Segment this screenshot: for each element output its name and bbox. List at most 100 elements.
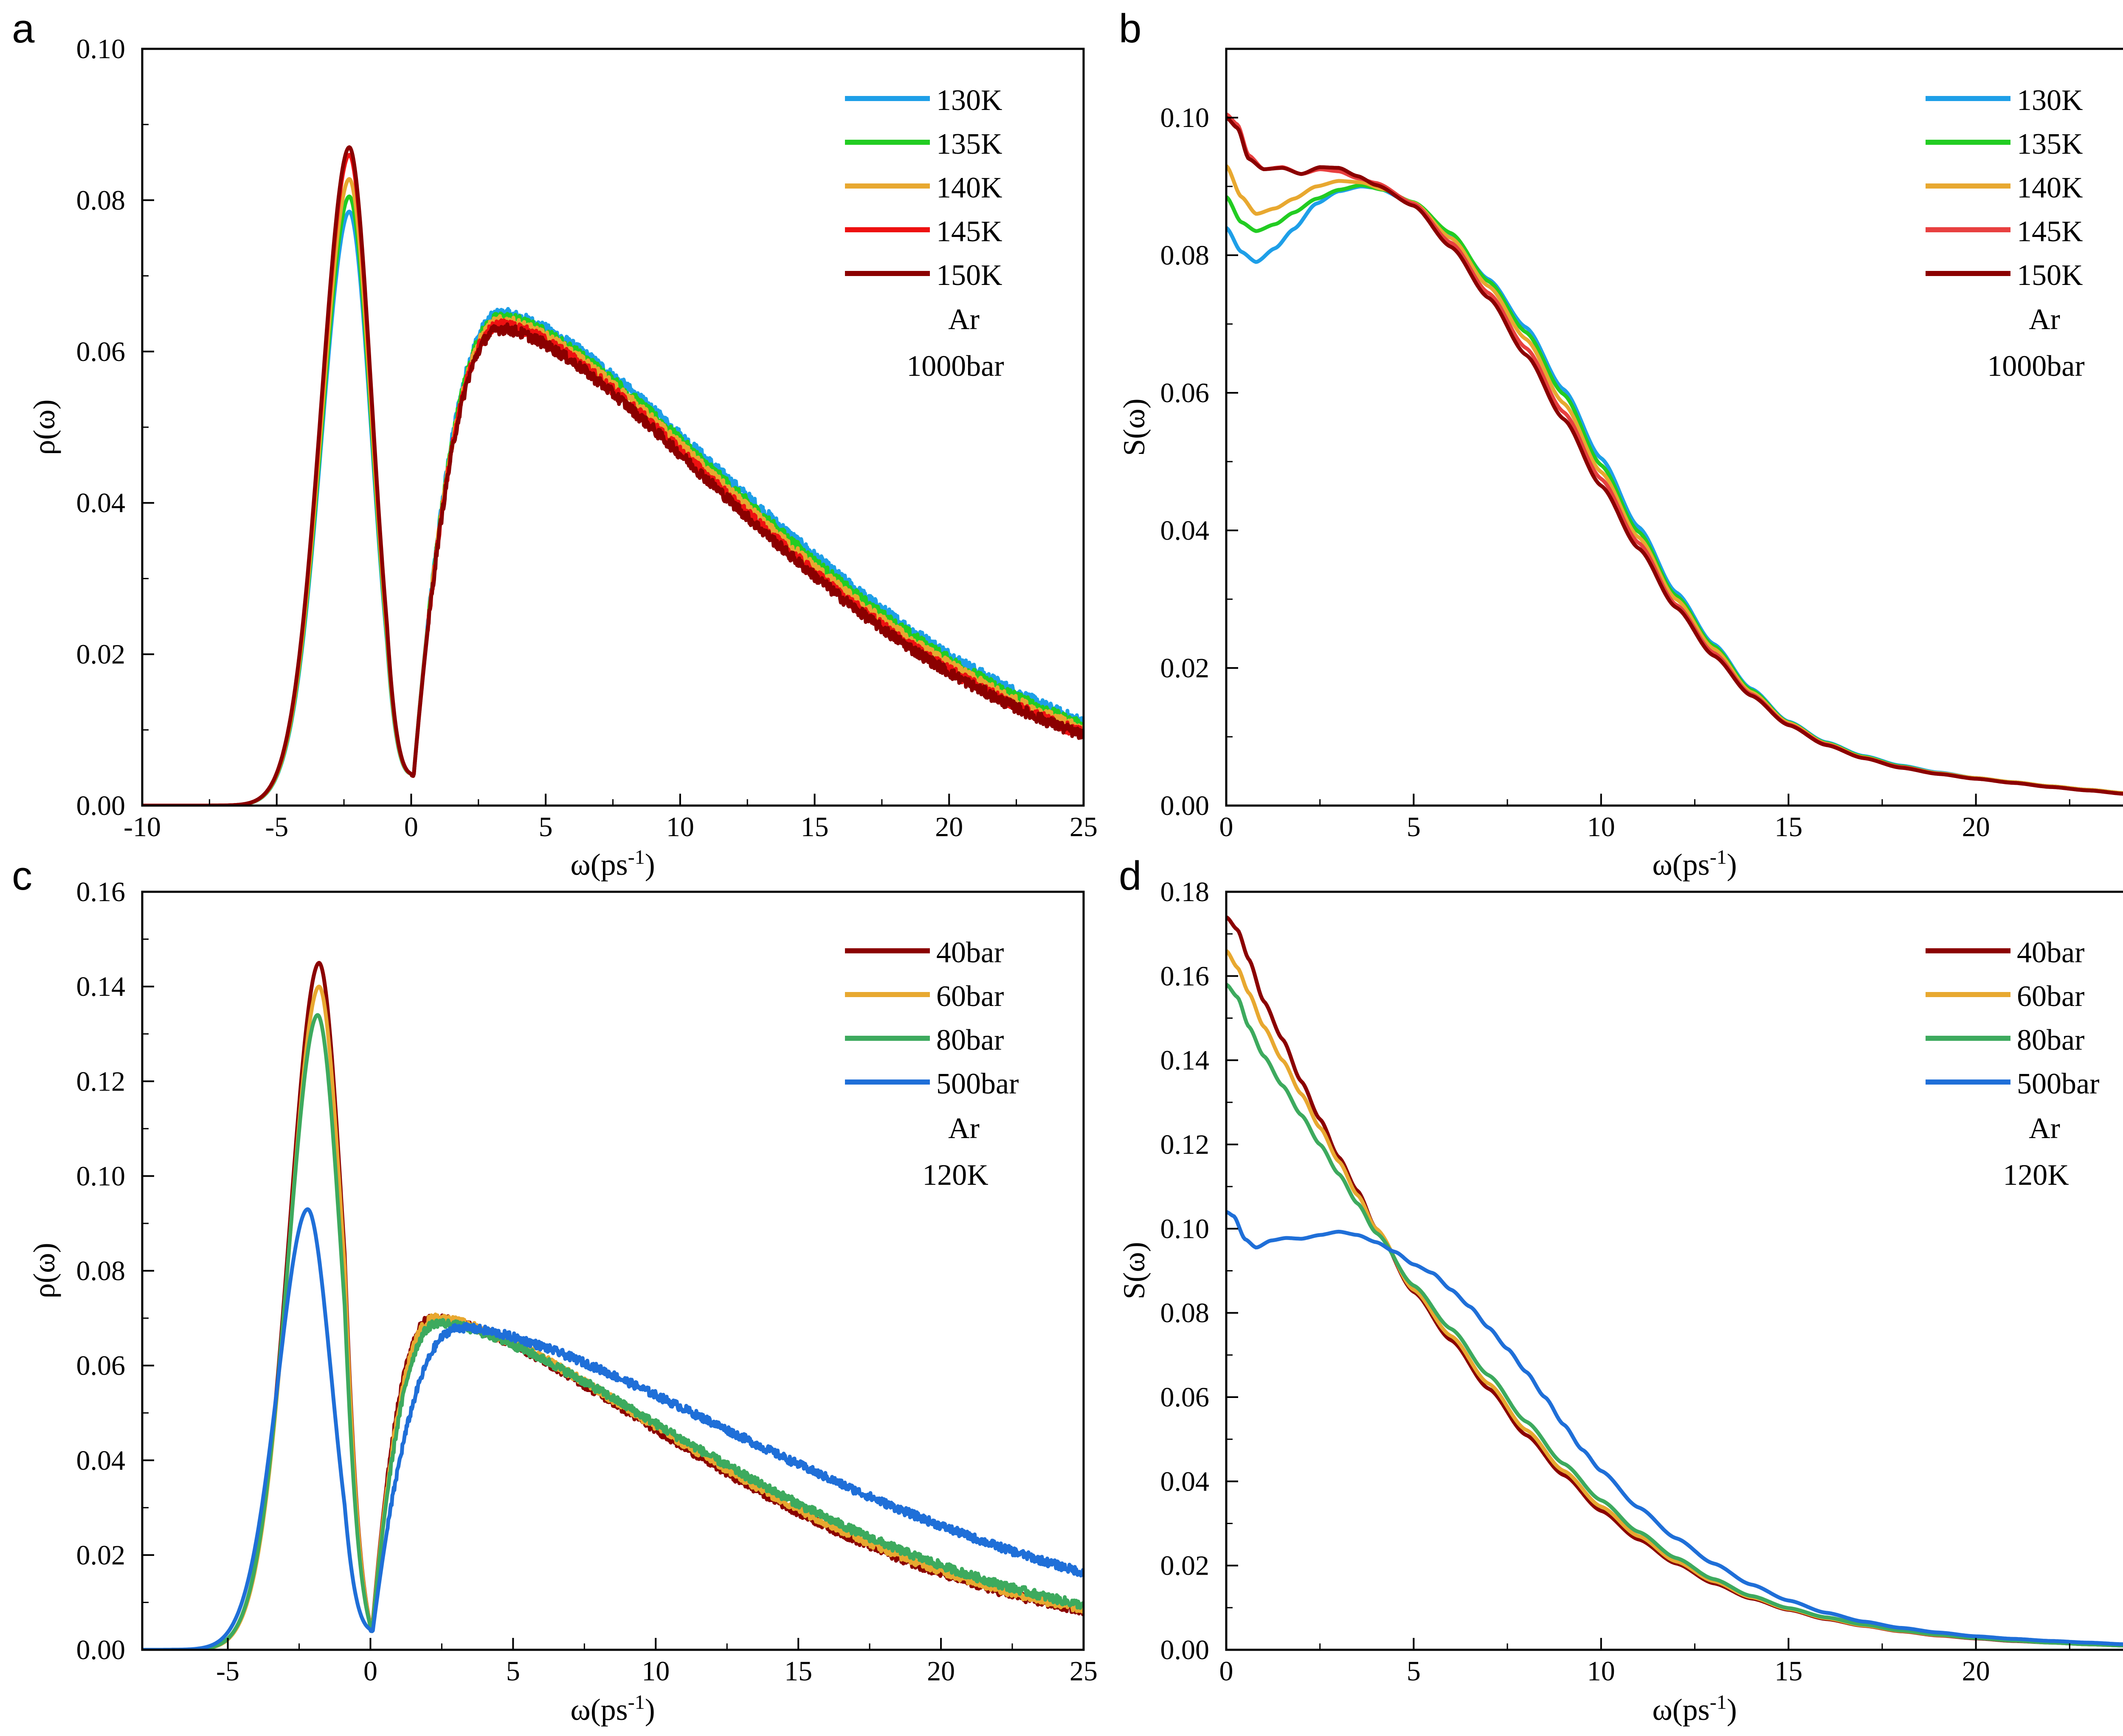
y-tick-label: 0.04: [1160, 515, 1210, 546]
panel-label: c: [12, 853, 32, 899]
y-tick-label: 0.08: [76, 185, 126, 216]
axis-ticks: -10 -5 0 5 10 15 20 25 0.00 0.02 0.04 0.06 0.08 0.10: [76, 34, 1098, 843]
series-line-150K: [1226, 116, 2123, 796]
series-line-80bar: [142, 1013, 1084, 1650]
legend: 130K 135K 140K 145K 150K: [1926, 84, 2083, 292]
x-tick-label: 0: [1219, 1656, 1233, 1687]
series-line-500bar: [1226, 1210, 2123, 1646]
x-tick-label: -5: [265, 812, 288, 843]
legend-label-130K: 130K: [936, 84, 1002, 117]
legend-label-60bar: 60bar: [2017, 980, 2084, 1013]
x-tick-label: 10: [666, 812, 694, 843]
y-axis-title: ρ(ω): [27, 399, 61, 455]
legend-label-80bar: 80bar: [936, 1024, 1004, 1057]
y-tick-label: 0.06: [76, 336, 126, 367]
legend-label-150K: 150K: [2017, 259, 2083, 292]
x-axis-title: ω(ps-1): [570, 846, 655, 882]
legend-label-140K: 140K: [936, 172, 1002, 204]
panel-label: d: [1119, 853, 1141, 899]
x-tick-label: 20: [1962, 1656, 1990, 1687]
series-line-500bar: [142, 1207, 1084, 1650]
y-tick-label: 0.00: [1160, 1635, 1210, 1666]
series-curves: [1226, 915, 2123, 1648]
y-tick-label: 0.14: [76, 971, 126, 1002]
y-tick-label: 0.10: [1160, 1213, 1210, 1244]
x-tick-label: 20: [1962, 812, 1990, 843]
x-axis-title: ω(ps-1): [1652, 846, 1737, 882]
x-tick-label: -5: [216, 1656, 239, 1687]
y-tick-label: 0.04: [1160, 1466, 1210, 1497]
x-tick-label: 5: [1407, 1656, 1421, 1687]
legend-label-500bar: 500bar: [2017, 1068, 2099, 1100]
x-tick-label: 15: [801, 812, 829, 843]
y-tick-label: 0.02: [76, 1540, 126, 1571]
legend: 40bar 60bar 80bar 500bar: [1926, 936, 2099, 1100]
y-tick-label: 0.04: [76, 488, 126, 519]
legend-label-145K: 145K: [936, 215, 1002, 248]
legend-label-135K: 135K: [936, 128, 1002, 161]
x-tick-label: 5: [506, 1656, 520, 1687]
annotation: Ar 1000bar: [1987, 303, 2084, 383]
series-line-150K: [142, 145, 1084, 806]
panel-label: b: [1119, 6, 1141, 51]
y-tick-label: 0.16: [1160, 961, 1210, 992]
panel-d-chart: d 05101520250.000.020.040.060.080.100.12…: [1117, 853, 2123, 1727]
y-tick-label: 0.10: [76, 1161, 126, 1192]
x-tick-label: 15: [1774, 812, 1802, 843]
legend-label-60bar: 60bar: [936, 980, 1004, 1013]
legend-label-140K: 140K: [2017, 172, 2083, 204]
y-tick-label: 0.14: [1160, 1045, 1210, 1076]
legend-label-40bar: 40bar: [936, 936, 1004, 969]
x-tick-label: 20: [935, 812, 963, 843]
annotation: Ar 120K: [922, 1112, 988, 1192]
legend-label-500bar: 500bar: [936, 1068, 1019, 1100]
annotation: Ar 1000bar: [907, 303, 1004, 383]
panel-label: a: [12, 6, 35, 51]
series-curves: [142, 961, 1084, 1650]
x-tick-label: 0: [404, 812, 418, 843]
legend: 40bar 60bar 80bar 500bar: [845, 936, 1019, 1100]
series-curves: [1226, 112, 2123, 796]
annotation-line: Ar: [2029, 303, 2060, 336]
x-tick-label: 10: [642, 1656, 670, 1687]
x-tick-label: -10: [124, 812, 161, 843]
y-tick-label: 0.10: [1160, 102, 1210, 133]
y-axis-title: S(ω): [1117, 398, 1151, 456]
legend-label-135K: 135K: [2017, 128, 2083, 161]
x-tick-label: 10: [1587, 812, 1615, 843]
y-tick-label: 0.08: [1160, 1298, 1210, 1329]
legend-label-40bar: 40bar: [2017, 936, 2084, 969]
y-tick-label: 0.00: [1160, 790, 1210, 821]
annotation-line: Ar: [948, 303, 980, 336]
legend-label-130K: 130K: [2017, 84, 2083, 117]
x-tick-label: 15: [1774, 1656, 1802, 1687]
annotation-line: Ar: [2029, 1112, 2060, 1145]
x-tick-label: 25: [1070, 1656, 1098, 1687]
x-tick-label: 10: [1587, 1656, 1615, 1687]
legend-label-150K: 150K: [936, 259, 1002, 292]
y-tick-label: 0.12: [1160, 1129, 1210, 1160]
y-axis-title: ρ(ω): [27, 1243, 61, 1298]
series-curves: [142, 145, 1084, 806]
annotation-line: 1000bar: [1987, 350, 2084, 383]
x-axis-title: ω(ps-1): [570, 1691, 655, 1727]
x-tick-label: 20: [927, 1656, 955, 1687]
annotation: Ar 120K: [2003, 1112, 2069, 1192]
y-tick-label: 0.00: [76, 790, 126, 821]
annotation-line: Ar: [948, 1112, 980, 1145]
legend: 130K 135K 140K 145K 150K: [845, 84, 1002, 292]
y-tick-label: 0.06: [76, 1350, 126, 1381]
x-tick-label: 0: [1219, 812, 1233, 843]
annotation-line: 120K: [922, 1159, 988, 1192]
annotation-line: 1000bar: [907, 350, 1004, 383]
y-tick-label: 0.06: [1160, 378, 1210, 409]
y-tick-label: 0.08: [76, 1256, 126, 1287]
legend-label-145K: 145K: [2017, 215, 2083, 248]
y-tick-label: 0.12: [76, 1066, 126, 1097]
annotation-line: 120K: [2003, 1159, 2069, 1192]
y-tick-label: 0.18: [1160, 876, 1210, 907]
panel-c-chart: c -5 0 5 10 15 20 25 0.00 0.02 0.04 0.06 0.08 0.10 0.…: [12, 853, 1098, 1727]
